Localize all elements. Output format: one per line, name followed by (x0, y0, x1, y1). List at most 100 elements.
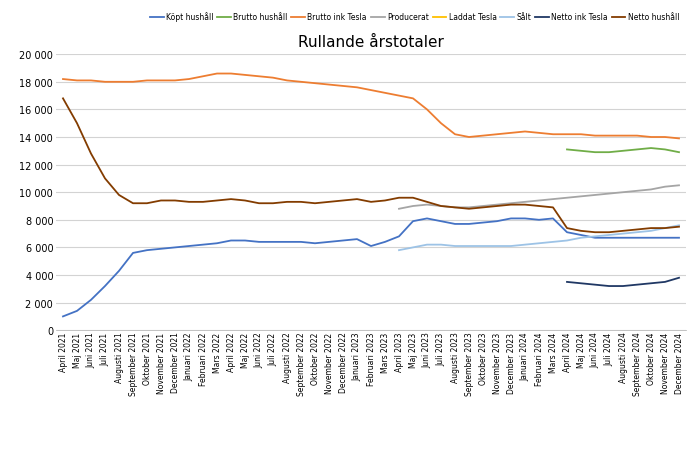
Brutto ink Tesla (633, 134, 641, 139)
Brutto hushåll (577, 149, 585, 154)
Sålt (647, 229, 655, 234)
Brutto hushåll (563, 147, 571, 153)
Brutto ink Tesla (171, 78, 179, 84)
Producerat (591, 193, 599, 198)
Köpt hushåll (619, 235, 627, 241)
Sålt (479, 244, 487, 249)
Köpt hushåll (339, 238, 347, 244)
Köpt hushåll (87, 297, 95, 303)
Sålt (423, 242, 431, 248)
Producerat (507, 201, 515, 207)
Producerat (409, 204, 417, 209)
Netto hushåll (185, 200, 193, 205)
Producerat (605, 191, 613, 197)
Netto hushåll (73, 121, 81, 127)
Sålt (549, 240, 557, 245)
Netto hushåll (479, 205, 487, 211)
Producerat (521, 200, 529, 205)
Line: Producerat: Producerat (399, 186, 679, 209)
Netto ink Tesla (563, 280, 571, 285)
Netto ink Tesla (605, 284, 613, 289)
Netto hushåll (395, 196, 403, 201)
Line: Sålt: Sålt (399, 226, 679, 251)
Köpt hushåll (451, 222, 459, 227)
Netto hushåll (605, 230, 613, 235)
Brutto ink Tesla (549, 132, 557, 138)
Köpt hushåll (661, 235, 669, 241)
Sålt (619, 231, 627, 237)
Brutto ink Tesla (73, 78, 81, 84)
Sålt (633, 230, 641, 235)
Brutto hushåll (661, 147, 669, 153)
Brutto ink Tesla (381, 91, 389, 96)
Brutto ink Tesla (479, 134, 487, 139)
Köpt hushåll (241, 238, 249, 244)
Brutto ink Tesla (269, 76, 277, 81)
Producerat (535, 198, 543, 204)
Brutto ink Tesla (409, 96, 417, 102)
Köpt hushåll (563, 230, 571, 235)
Köpt hushåll (605, 235, 613, 241)
Line: Köpt hushåll: Köpt hushåll (63, 219, 679, 317)
Netto hushåll (451, 205, 459, 211)
Producerat (577, 194, 585, 200)
Köpt hushåll (311, 241, 319, 246)
Producerat (647, 187, 655, 193)
Köpt hushåll (507, 216, 515, 222)
Köpt hushåll (647, 235, 655, 241)
Netto hushåll (255, 201, 263, 207)
Producerat (437, 204, 445, 209)
Brutto hushåll (591, 150, 599, 156)
Sålt (605, 233, 613, 238)
Netto hushåll (437, 204, 445, 209)
Köpt hushåll (185, 244, 193, 249)
Netto hushåll (563, 226, 571, 231)
Netto hushåll (87, 151, 95, 157)
Netto hushåll (619, 229, 627, 234)
Brutto ink Tesla (115, 80, 123, 85)
Brutto ink Tesla (507, 131, 515, 136)
Sålt (675, 223, 683, 229)
Köpt hushåll (325, 240, 333, 245)
Sålt (451, 244, 459, 249)
Brutto ink Tesla (227, 72, 235, 77)
Netto hushåll (59, 96, 67, 102)
Brutto ink Tesla (87, 78, 95, 84)
Producerat (661, 185, 669, 190)
Brutto ink Tesla (311, 81, 319, 87)
Brutto ink Tesla (577, 132, 585, 138)
Netto hushåll (325, 200, 333, 205)
Producerat (549, 197, 557, 202)
Netto ink Tesla (661, 280, 669, 285)
Köpt hushåll (591, 235, 599, 241)
Netto hushåll (171, 198, 179, 204)
Köpt hushåll (73, 308, 81, 314)
Brutto ink Tesla (255, 74, 263, 80)
Köpt hushåll (143, 248, 151, 253)
Line: Brutto ink Tesla: Brutto ink Tesla (63, 74, 679, 139)
Producerat (423, 202, 431, 208)
Netto hushåll (269, 201, 277, 207)
Sålt (563, 238, 571, 244)
Köpt hushåll (493, 219, 501, 224)
Köpt hushåll (353, 237, 361, 242)
Sålt (437, 242, 445, 248)
Line: Netto hushåll: Netto hushåll (63, 99, 679, 233)
Brutto ink Tesla (437, 121, 445, 127)
Köpt hushåll (535, 218, 543, 223)
Producerat (619, 190, 627, 196)
Netto hushåll (297, 200, 305, 205)
Brutto ink Tesla (199, 74, 207, 80)
Brutto ink Tesla (395, 94, 403, 99)
Brutto ink Tesla (367, 88, 375, 94)
Brutto hushåll (675, 150, 683, 156)
Netto hushåll (339, 198, 347, 204)
Netto hushåll (101, 176, 109, 182)
Köpt hushåll (423, 216, 431, 222)
Köpt hushåll (171, 245, 179, 251)
Brutto ink Tesla (535, 131, 543, 136)
Brutto ink Tesla (647, 135, 655, 140)
Köpt hushåll (549, 216, 557, 222)
Köpt hushåll (227, 238, 235, 244)
Brutto ink Tesla (605, 134, 613, 139)
